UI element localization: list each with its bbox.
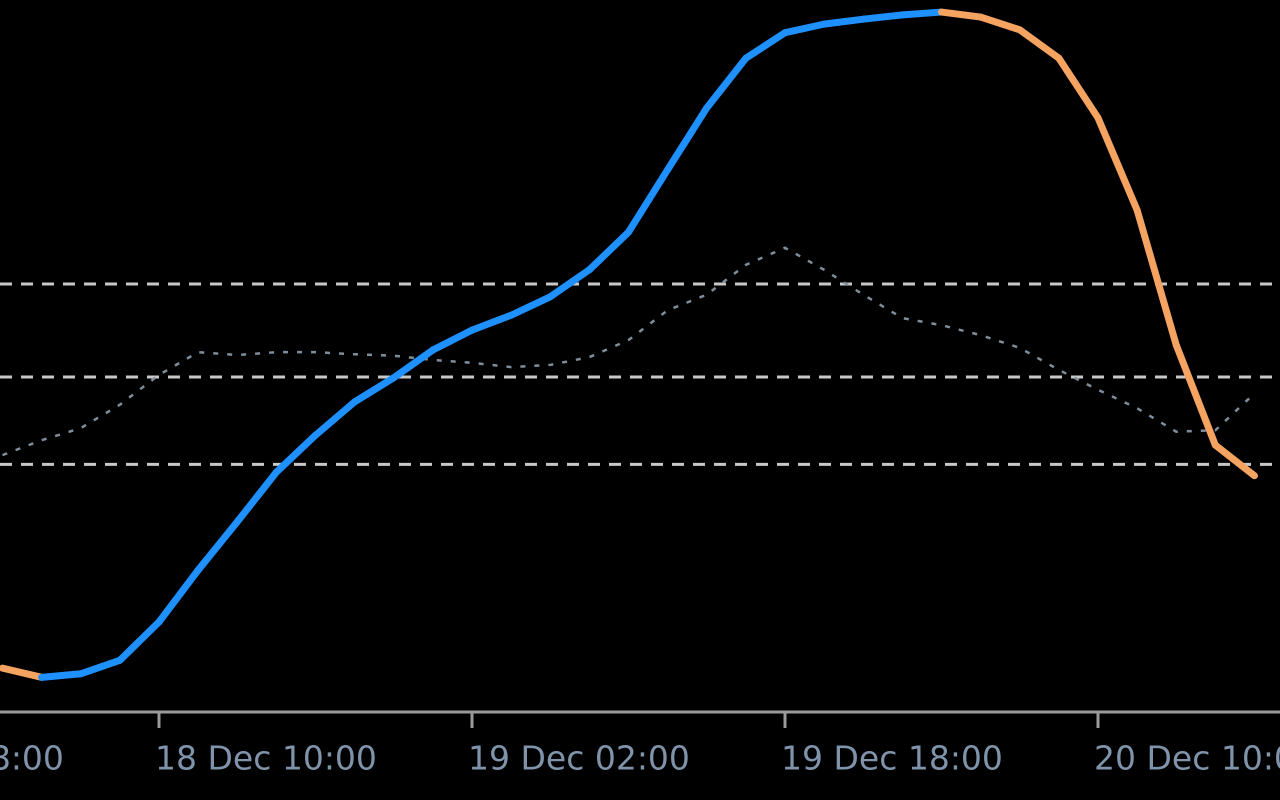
indicator-segment <box>625 166 672 236</box>
indicator-segment <box>507 293 554 319</box>
indicator-segment <box>1094 114 1141 214</box>
indicator-segment <box>155 566 202 626</box>
indicator-segment <box>38 670 85 681</box>
indicator-segment <box>390 346 437 382</box>
indicator-segment <box>664 104 711 174</box>
signal-line <box>2 246 1256 457</box>
indicator-segment <box>1172 341 1219 449</box>
indicator-segment <box>742 29 789 62</box>
indicator-segment <box>585 228 632 274</box>
indicator-segment <box>272 431 319 476</box>
x-tick-label: 19 Dec 02:00 <box>468 739 690 778</box>
x-tick-label: 18 Dec 10:00 <box>155 739 377 778</box>
indicator-segment <box>194 518 241 574</box>
indicator-segment <box>781 20 828 37</box>
indicator-segment <box>429 326 476 354</box>
indicator-segment <box>116 618 163 664</box>
indicator-segment <box>703 54 750 112</box>
x-tick-label: 20 Dec 10:00 <box>1094 739 1280 778</box>
indicator-segment <box>820 15 867 28</box>
indicator-segment <box>351 374 398 406</box>
x-tick-label: 17 Dec 18:00 <box>0 739 64 778</box>
indicator-segment <box>312 398 359 439</box>
indicator-segment <box>1211 441 1258 480</box>
indicator-segment <box>546 266 593 301</box>
indicator-segment <box>1016 26 1063 62</box>
indicator-segment <box>977 13 1024 34</box>
indicator-segment <box>1133 206 1180 349</box>
indicator-segment <box>233 468 280 526</box>
indicator-segment <box>0 664 46 681</box>
indicator-segment <box>1055 54 1102 122</box>
indicator-segment <box>468 311 515 334</box>
indicator-segment <box>859 11 906 23</box>
x-tick-label: 19 Dec 18:00 <box>781 739 1003 778</box>
indicator-segment <box>938 8 985 21</box>
indicator-segment <box>77 656 124 678</box>
indicator-segment <box>898 8 945 19</box>
